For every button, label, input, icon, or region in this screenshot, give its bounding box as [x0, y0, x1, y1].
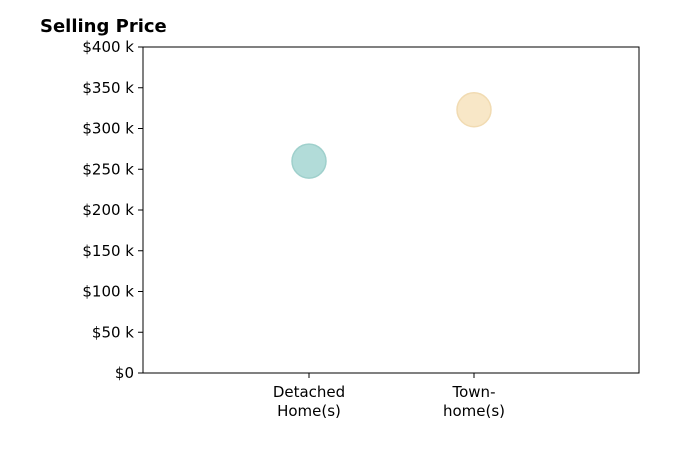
x-tick-label: Home(s)	[277, 402, 341, 420]
y-tick-label: $300 k	[82, 120, 134, 138]
data-point-bubble	[291, 143, 327, 179]
y-tick-label: $0	[115, 364, 134, 382]
y-tick-label: $350 k	[82, 79, 134, 97]
y-tick-label: $400 k	[82, 38, 134, 56]
y-tick-label: $200 k	[82, 201, 134, 219]
x-tick-label: home(s)	[443, 402, 505, 420]
y-tick-label: $50 k	[92, 323, 134, 341]
x-tick-label: Town-	[452, 383, 496, 401]
x-tick-label: Detached	[273, 383, 345, 401]
y-tick-label: $100 k	[82, 283, 134, 301]
chart-title: Selling Price	[40, 16, 167, 37]
y-tick-label: $250 k	[82, 160, 134, 178]
data-point-bubble	[456, 92, 492, 128]
plot-frame	[142, 46, 640, 374]
data-marks	[291, 92, 492, 179]
y-tick-label: $150 k	[82, 242, 134, 260]
y-axis: $0 $50 k $100 k $150 k $200 k $250 k $300 k $35…	[82, 38, 143, 382]
